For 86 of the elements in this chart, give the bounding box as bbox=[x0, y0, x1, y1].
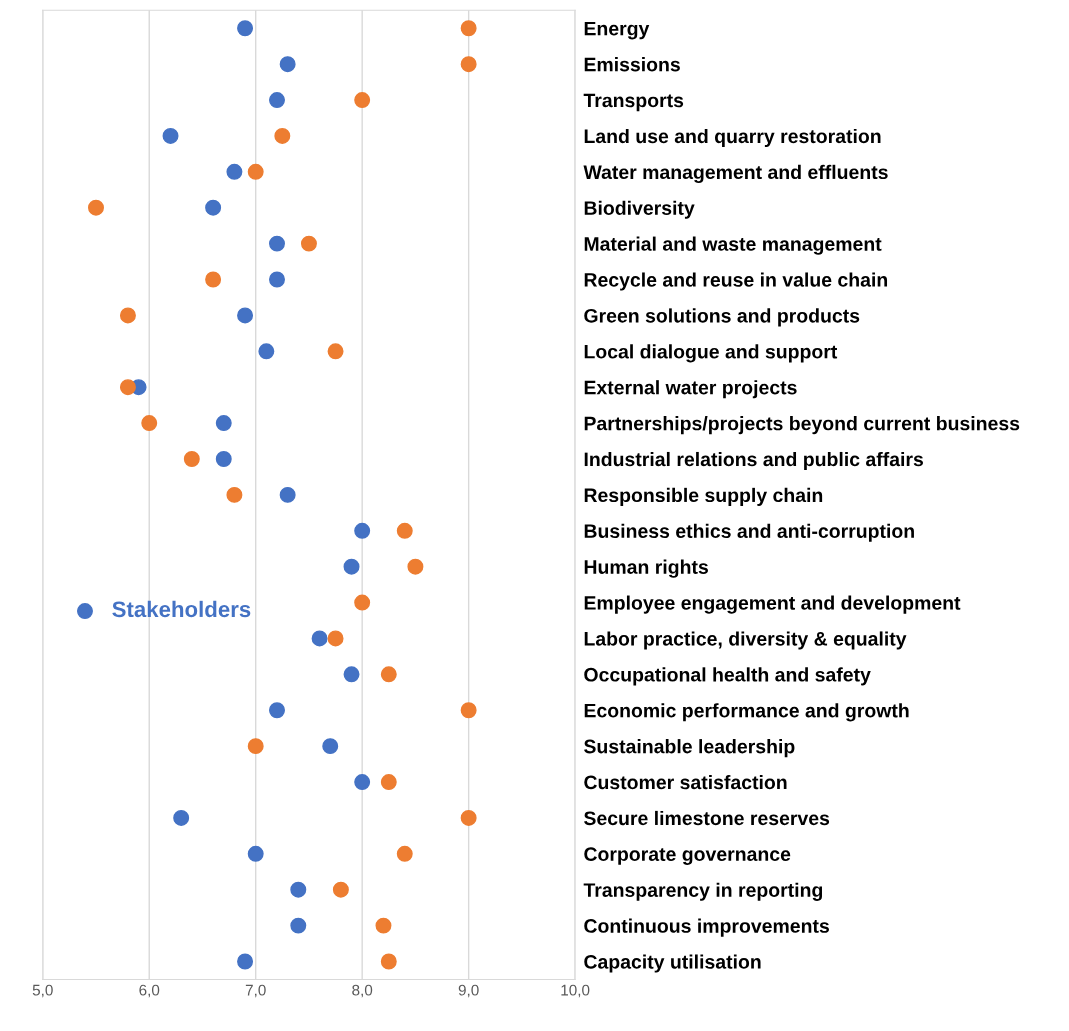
x-tick-label: 6,0 bbox=[139, 984, 160, 998]
point bbox=[290, 917, 307, 934]
point bbox=[205, 199, 222, 216]
point bbox=[460, 809, 477, 826]
y-tick-label: Occupational health and safety bbox=[584, 667, 871, 686]
point bbox=[226, 486, 243, 503]
point bbox=[226, 163, 243, 180]
point bbox=[269, 92, 285, 109]
point bbox=[327, 343, 344, 360]
y-tick-label: Energy bbox=[584, 21, 650, 40]
y-tick-label: Transparency in reporting bbox=[583, 882, 823, 901]
y-tick-label: Customer satisfaction bbox=[584, 774, 787, 790]
point bbox=[119, 379, 136, 396]
y-tick-label: Continuous improvements bbox=[584, 918, 829, 937]
y-tick-label: Human rights bbox=[584, 559, 708, 578]
point bbox=[332, 881, 349, 898]
point bbox=[215, 415, 232, 432]
y-tick-label: Labor practice, diversity & equality bbox=[584, 631, 907, 650]
x-tick-label: 9,0 bbox=[458, 984, 479, 998]
y-tick-label: Corporate governance bbox=[584, 847, 791, 865]
y-tick-label: Water management and effluents bbox=[583, 164, 888, 183]
y-tick-label: Biodiversity bbox=[584, 200, 695, 219]
point bbox=[141, 415, 158, 432]
point bbox=[354, 522, 371, 539]
point bbox=[215, 451, 232, 467]
point bbox=[327, 630, 344, 647]
x-tick-label: 7,0 bbox=[245, 984, 266, 998]
y-tick-label: Economic performance and growth bbox=[584, 703, 909, 722]
point bbox=[119, 307, 136, 324]
y-tick-label: Recycle and reuse in value chain bbox=[584, 272, 888, 291]
y-tick-label: Transports bbox=[583, 93, 684, 112]
point bbox=[396, 845, 413, 862]
point bbox=[380, 953, 397, 970]
point bbox=[322, 738, 339, 755]
point bbox=[258, 343, 275, 360]
point bbox=[354, 594, 371, 611]
y-tick-label: Land use and quarry restoration bbox=[584, 128, 881, 148]
point bbox=[162, 127, 179, 144]
point bbox=[269, 235, 285, 252]
point bbox=[380, 666, 397, 683]
point bbox=[274, 127, 291, 144]
legend-label: Stakeholders bbox=[112, 600, 251, 618]
point bbox=[237, 953, 254, 970]
point bbox=[300, 235, 317, 252]
y-tick-label: Sustainable leadership bbox=[584, 739, 795, 758]
y-tick-label: Emissions bbox=[584, 57, 680, 72]
point bbox=[460, 56, 477, 73]
x-tick-label: 10,0 bbox=[561, 984, 590, 998]
point bbox=[269, 702, 285, 719]
point bbox=[237, 307, 254, 324]
point bbox=[183, 451, 200, 467]
point bbox=[205, 271, 222, 288]
y-tick-label: Material and waste management bbox=[584, 236, 882, 255]
point bbox=[311, 630, 328, 647]
point bbox=[460, 20, 477, 37]
point bbox=[396, 522, 413, 539]
y-tick-label: Business ethics and anti-corruption bbox=[584, 523, 914, 542]
y-tick-label: Green solutions and products bbox=[584, 308, 860, 327]
y-tick-label: Employee engagement and development bbox=[584, 595, 961, 614]
point bbox=[375, 917, 392, 934]
y-tick-label: Secure limestone reserves bbox=[584, 810, 830, 826]
point bbox=[247, 738, 264, 755]
y-tick-label: Capacity utilisation bbox=[584, 954, 761, 973]
point bbox=[279, 56, 296, 73]
y-tick-label: Partnerships/projects beyond current business bbox=[584, 416, 1020, 435]
point bbox=[343, 666, 360, 683]
point bbox=[290, 881, 307, 898]
point bbox=[88, 199, 104, 216]
point bbox=[460, 702, 477, 719]
y-tick-label: External water projects bbox=[584, 380, 797, 399]
point bbox=[247, 163, 264, 180]
point bbox=[343, 558, 360, 575]
x-tick-label: 8,0 bbox=[352, 984, 373, 998]
point bbox=[279, 486, 296, 503]
point bbox=[380, 774, 397, 791]
y-tick-label: Industrial relations and public affairs bbox=[584, 451, 923, 471]
point bbox=[173, 809, 190, 826]
point bbox=[237, 20, 254, 37]
point bbox=[269, 271, 285, 288]
x-tick-label: 5,0 bbox=[32, 984, 53, 998]
point bbox=[354, 92, 371, 109]
point bbox=[354, 774, 371, 791]
y-tick-label: Local dialogue and support bbox=[584, 344, 838, 363]
point bbox=[247, 845, 264, 862]
y-tick-label: Responsible supply chain bbox=[584, 487, 823, 506]
point bbox=[407, 558, 424, 575]
